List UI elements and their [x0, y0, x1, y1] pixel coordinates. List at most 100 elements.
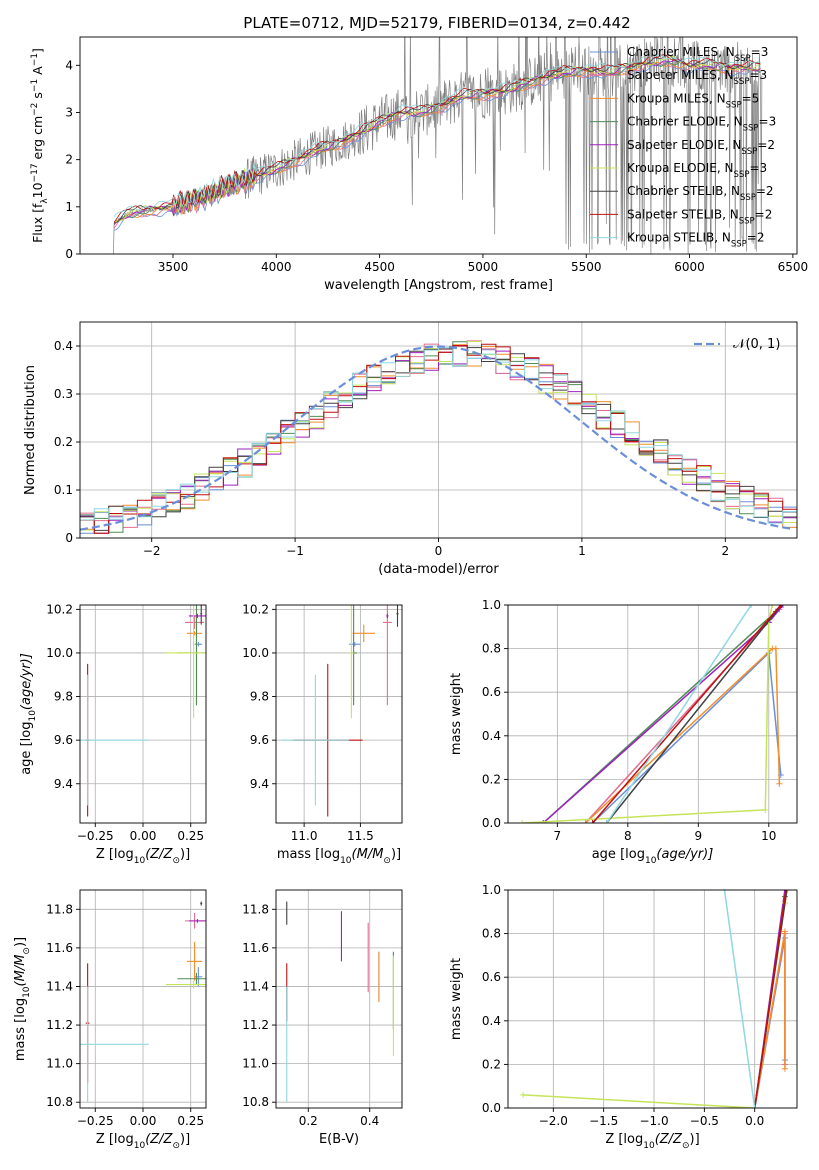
errorbar-point-1 [349, 642, 361, 647]
y-tick-label: 1.0 [482, 883, 501, 897]
y-axis-label: mass weight [449, 958, 464, 1040]
axes-frame [79, 36, 798, 255]
plus-marker [781, 928, 788, 935]
x-tick-label: 5000 [468, 260, 499, 274]
y-tick-label: 0.6 [482, 685, 501, 699]
plus-marker [762, 806, 769, 813]
plot-area [80, 340, 797, 534]
x-tick-label: 9 [694, 829, 702, 843]
errorbar-point-5 [386, 613, 389, 619]
ticks: −2.0 −1.5 −1.0 −0.5 0.0 0.0 0.2 0.4 0.6 0.8 1.0 [482, 883, 764, 1128]
ticks: 7 8 9 10 0.0 0.2 0.4 0.6 0.8 1.0 [482, 598, 777, 843]
y-axis-label: mass weight [449, 673, 464, 755]
x-axis-label: age [log10(age/yr)] [592, 847, 714, 866]
errorbar-point-5 [188, 613, 206, 619]
plot-area [520, 890, 790, 1108]
legend-label-9: Kroupa STELIB, NSSP=2 [627, 231, 765, 250]
y-tick-label: 11.2 [242, 1018, 269, 1032]
x-tick-label: 1 [578, 544, 586, 558]
x-tick-label: 3500 [158, 260, 189, 274]
plus-marker [519, 820, 526, 823]
y-axis-label: mass [log10(M/M⊙)] [13, 937, 32, 1061]
mass-weight-line-9 [606, 605, 752, 823]
x-tick-label: 5500 [571, 260, 602, 274]
plus-marker [582, 820, 589, 823]
axes-frame [275, 604, 403, 824]
x-axis-label: Z [log10(Z/Z⊙)] [96, 1132, 190, 1151]
plus-marker [777, 605, 784, 608]
errorbar-point-7 [200, 605, 203, 625]
massweight-vs-age-panel: 7 8 9 10 0.0 0.2 0.4 0.6 0.8 1.0 age [log10(age/yr… [449, 598, 798, 866]
x-tick-label: 11.0 [291, 829, 318, 843]
plus-marker [769, 605, 776, 608]
plot-area [519, 605, 786, 823]
plot-area [111, 37, 763, 254]
y-tick-label: 11.4 [242, 979, 269, 993]
x-tick-label: 6000 [674, 260, 705, 274]
plus-marker [772, 645, 779, 652]
x-tick-label: −0.5 [690, 1114, 719, 1128]
x-tick-label: 0.00 [130, 1114, 157, 1128]
mass-weight-line-9 [723, 890, 756, 1108]
y-tick-label: 0.1 [54, 483, 73, 497]
x-tick-label: 11.5 [347, 829, 374, 843]
errorbar-point-6 [165, 605, 206, 719]
errorbar-point-9 [80, 674, 149, 806]
x-tick-label: 7 [554, 829, 562, 843]
mass-vs-Z-panel: −0.25 0.00 0.25 10.8 11.0 11.2 11.4 11.6 11.8 Z [… [13, 889, 207, 1151]
ticks: 11.0 11.5 9.4 9.6 9.8 10.0 10.2 [242, 602, 373, 843]
x-tick-label: −2.0 [539, 1114, 568, 1128]
x-axis-label: wavelength [Angstrom, rest frame] [324, 278, 553, 293]
axes-frame [275, 889, 403, 1109]
y-tick-label: 0.2 [482, 1057, 501, 1071]
y-tick-label: 0.3 [54, 387, 73, 401]
grid [80, 605, 206, 823]
x-tick-label: 0.25 [177, 829, 204, 843]
ticks: −0.25 0.00 0.25 10.8 11.0 11.2 11.4 11.6 11.8 [46, 902, 204, 1128]
errorbar-point-3 [186, 942, 203, 981]
y-tick-label: 4 [65, 58, 73, 72]
legend-label-3: Kroupa MILES, NSSP=5 [627, 91, 759, 110]
y-tick-label: 0.0 [482, 1101, 501, 1115]
y-tick-label: 10.0 [242, 646, 269, 660]
spectrum-panel: 3500 4000 4500 5000 5500 6000 6500 0 1 2 3 4 wavelen… [30, 36, 808, 293]
plus-marker [520, 1091, 527, 1098]
y-tick-label: 0.4 [482, 729, 501, 743]
axes-frame [507, 889, 798, 1109]
ticks: 0.2 0.4 10.8 11.0 11.2 11.4 11.6 11.8 [242, 902, 379, 1128]
y-tick-label: 11.6 [242, 941, 269, 955]
x-tick-label: −1.5 [589, 1114, 618, 1128]
y-axis-label: Normed distribution [23, 365, 38, 495]
y-tick-label: 11.2 [46, 1018, 73, 1032]
x-tick-label: −2 [143, 544, 161, 558]
plus-marker [589, 820, 596, 823]
mass-weight-line-7 [606, 605, 783, 823]
plus-marker [783, 890, 790, 893]
errorbar-point-4 [177, 972, 206, 985]
x-tick-label: 0.4 [360, 1114, 379, 1128]
x-tick-label: 4500 [364, 260, 395, 274]
plus-marker [782, 890, 789, 893]
y-axis-label: age [log10(age/yr)] [19, 653, 38, 775]
mass-weight-line-4 [542, 605, 782, 823]
legend-label-1: Chabrier MILES, NSSP=3 [627, 45, 768, 64]
errorbar-point-1 [194, 642, 203, 647]
legend-label-normal: 𝒩(0, 1) [733, 337, 780, 352]
y-tick-label: 0.2 [482, 772, 501, 786]
x-tick-label: −1 [286, 544, 304, 558]
ticks: −0.25 0.00 0.25 9.4 9.6 9.8 10.0 10.2 [46, 602, 204, 843]
mass-weight-line-1 [592, 651, 782, 823]
errorbar-point-2 [382, 605, 392, 706]
y-tick-label: 0.8 [482, 927, 501, 941]
residual-panel: −2 −1 0 1 2 0 0.1 0.2 0.3 0.4 𝒩(0, 1) (data-model)/… [23, 321, 798, 577]
age-vs-Z-panel: −0.25 0.00 0.25 9.4 9.6 9.8 10.0 10.2 Z [log10(Z… [19, 602, 207, 866]
y-tick-label: 10.8 [242, 1095, 269, 1109]
grid [276, 605, 402, 823]
x-tick-label: 2 [721, 544, 729, 558]
y-tick-label: 0.2 [54, 435, 73, 449]
y-tick-label: 9.8 [250, 690, 269, 704]
errorbar-point-1 [194, 967, 203, 987]
plus-marker [781, 1065, 788, 1072]
x-tick-label: −1.0 [639, 1114, 668, 1128]
